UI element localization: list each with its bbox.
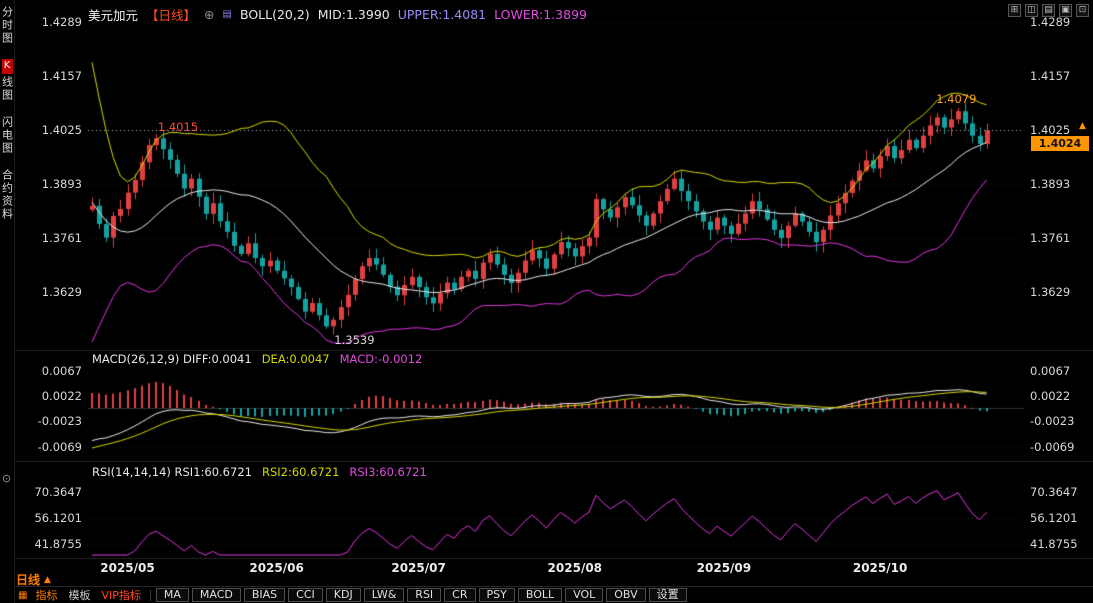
- settings-button[interactable]: 设置: [648, 588, 687, 602]
- boll-indicator-icon: ▤: [222, 9, 232, 20]
- layout-single-icon[interactable]: ⊡: [1076, 4, 1089, 17]
- boll-lower-value: LOWER:1.3899: [494, 7, 587, 22]
- layout-dual-icon[interactable]: ◫: [1025, 4, 1038, 17]
- tab-templates[interactable]: 模板: [68, 589, 91, 602]
- indicator-button-rsi[interactable]: RSI: [407, 588, 442, 602]
- indicator-button-vol[interactable]: VOL: [565, 588, 604, 602]
- sidebar-tab-minute-chart[interactable]: 分时图: [0, 6, 14, 45]
- indicator-button-macd[interactable]: MACD: [191, 588, 241, 602]
- annotation-june-low: 1.3539: [334, 332, 375, 347]
- layout-quad-icon[interactable]: ▣: [1059, 4, 1072, 17]
- symbol-name: 美元加元: [88, 8, 139, 23]
- macd-header: MACD(26,12,9) DIFF:0.0041 DEA:0.0047 MAC…: [92, 352, 422, 366]
- sidebar-tab-lightning-chart[interactable]: 闪电图: [0, 116, 14, 155]
- period-tag: 【日线】: [146, 8, 197, 23]
- rsi-header: RSI(14,14,14) RSI1:60.6721 RSI2:60.6721 …: [92, 465, 427, 479]
- period-selector[interactable]: 日线 ▲: [16, 571, 51, 588]
- indicator-button-ma[interactable]: MA: [155, 588, 189, 602]
- indicator-panel-icon: ▦: [18, 589, 28, 601]
- kline-label: 线图: [0, 76, 14, 102]
- kline-badge: K: [1, 59, 13, 74]
- expand-circle-icon[interactable]: ⊕: [204, 7, 215, 22]
- boll-upper-value: UPPER:1.4081: [397, 7, 487, 22]
- window-controls: ⊞ ◫ ▤ ▣ ⊡: [1008, 4, 1089, 17]
- layout-rows-icon[interactable]: ▤: [1042, 4, 1055, 17]
- indicator-button-obv[interactable]: OBV: [606, 588, 646, 602]
- bottom-toolbar: ▦ 指标 模板 VIP指标 MA MACD BIAS CCI KDJ LW& RSI CR PS…: [15, 586, 1093, 603]
- period-label: 日线: [16, 573, 41, 587]
- indicator-button-lw[interactable]: LW&: [363, 588, 405, 602]
- tab-vip-indicators[interactable]: VIP指标: [101, 589, 141, 602]
- panel-gear-icon[interactable]: ⊙: [2, 472, 12, 485]
- indicator-button-kdj[interactable]: KDJ: [325, 588, 361, 602]
- toolbar-divider: [149, 589, 151, 601]
- macd-dea-value: DEA:0.0047: [261, 352, 330, 366]
- indicator-button-cr[interactable]: CR: [444, 588, 476, 602]
- sidebar-tab-kline-chart[interactable]: K 线图: [1, 59, 14, 102]
- boll-mid-value: MID:1.3990: [317, 7, 390, 22]
- boll-label: BOLL(20,2): [239, 7, 310, 22]
- layout-grid-icon[interactable]: ⊞: [1008, 4, 1021, 17]
- chart-header: 美元加元 【日线】 ⊕ ▤ BOLL(20,2) MID:1.3990 UPPE…: [88, 5, 587, 24]
- left-sidebar: 分时图 K 线图 闪电图 合约资料: [0, 0, 15, 603]
- macd-diff-value: MACD(26,12,9) DIFF:0.0041: [92, 352, 252, 366]
- macd-hist-value: MACD:-0.0012: [339, 352, 423, 366]
- rsi1-value: RSI(14,14,14) RSI1:60.6721: [92, 465, 252, 479]
- indicator-button-bias[interactable]: BIAS: [243, 588, 286, 602]
- last-price-tag: 1.4024: [1031, 136, 1089, 151]
- indicator-button-boll[interactable]: BOLL: [517, 588, 563, 602]
- indicator-button-cci[interactable]: CCI: [288, 588, 323, 602]
- annotation-oct-high: 1.4079: [936, 91, 977, 106]
- sidebar-tab-contract-info[interactable]: 合约资料: [0, 169, 14, 221]
- indicator-button-psy[interactable]: PSY: [478, 588, 515, 602]
- indicator-buttons-group: MA MACD BIAS CCI KDJ LW& RSI CR PSY BOLL VOL OBV: [155, 588, 646, 602]
- rsi3-value: RSI3:60.6721: [349, 465, 427, 479]
- tab-indicators[interactable]: 指标: [35, 589, 58, 602]
- annotation-may-high: 1.4015: [157, 120, 199, 135]
- chevron-up-icon: ▲: [44, 574, 51, 585]
- price-up-arrow-icon: ▲: [1079, 121, 1086, 131]
- rsi2-value: RSI2:60.6721: [261, 465, 340, 479]
